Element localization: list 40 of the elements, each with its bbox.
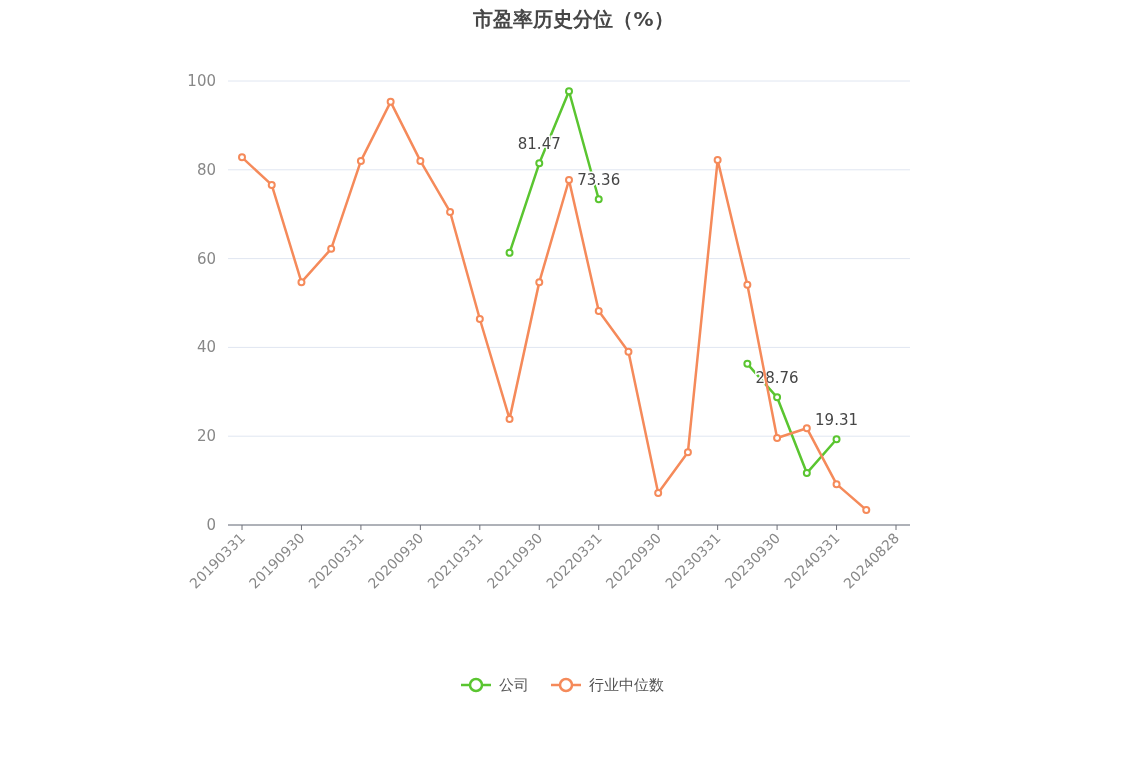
chart-title: 市盈率历史分位（%）	[472, 7, 674, 31]
legend-label: 行业中位数	[589, 676, 664, 694]
point	[654, 489, 663, 498]
point	[683, 448, 692, 457]
point	[505, 414, 514, 423]
data-label: 19.31	[815, 411, 859, 430]
point	[594, 306, 603, 315]
point	[565, 87, 573, 96]
point	[832, 480, 841, 489]
point	[773, 393, 782, 402]
point	[238, 153, 246, 162]
y-tick-label: 60	[196, 249, 216, 268]
point	[535, 159, 544, 168]
point	[386, 97, 395, 106]
point	[505, 248, 514, 257]
y-tick-label: 40	[196, 338, 216, 357]
point	[535, 278, 544, 287]
point	[862, 505, 871, 514]
point	[297, 278, 306, 287]
point	[475, 314, 484, 323]
point	[802, 424, 811, 433]
point	[832, 435, 841, 444]
point	[773, 433, 782, 442]
point	[446, 207, 455, 216]
point	[267, 180, 276, 189]
y-tick-label: 20	[196, 427, 216, 446]
point	[713, 156, 722, 165]
point	[356, 156, 365, 165]
point	[802, 469, 811, 478]
point	[594, 195, 603, 204]
point	[416, 156, 425, 165]
point	[743, 280, 752, 289]
point	[327, 244, 336, 253]
y-tick-label: 80	[196, 160, 216, 179]
y-tick-label: 0	[206, 516, 216, 534]
point	[565, 176, 573, 185]
y-tick-label: 100	[187, 72, 216, 90]
point	[624, 347, 633, 356]
legend-label: 公司	[499, 676, 529, 694]
point	[743, 359, 752, 368]
